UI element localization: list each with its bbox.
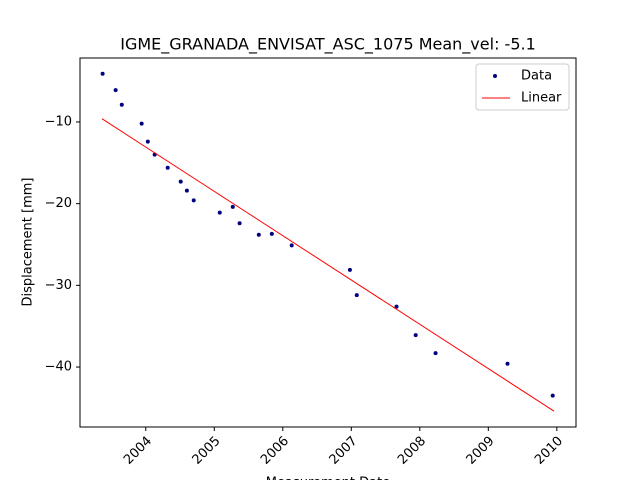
data-point [230, 204, 235, 209]
data-point [119, 102, 124, 107]
x-axis-label: Measurement Date [266, 476, 390, 480]
y-axis-label: Displacement [mm] [21, 178, 36, 307]
data-point [217, 210, 222, 215]
data-point [505, 361, 510, 366]
data-point [347, 267, 352, 272]
fit-line [101, 118, 555, 412]
y-tick-label: −40 [45, 360, 72, 375]
data-point [269, 231, 274, 236]
data-point [413, 333, 418, 338]
data-point [145, 139, 150, 144]
data-point [354, 293, 359, 298]
data-point [550, 393, 555, 398]
y-tick-label: −30 [45, 278, 72, 293]
data-point [191, 198, 196, 203]
y-tick-label: −20 [45, 196, 72, 211]
data-point [237, 221, 242, 226]
plot-frame [79, 57, 577, 428]
legend-label: Linear [521, 91, 562, 106]
y-tick-label: −10 [45, 114, 72, 129]
data-point [184, 188, 189, 193]
legend-marker [493, 74, 497, 78]
data-point [289, 243, 294, 248]
data-point [256, 232, 261, 237]
data-point [394, 304, 399, 309]
data-point [433, 351, 438, 356]
data-point [165, 165, 170, 170]
chart-title: IGME_GRANADA_ENVISAT_ASC_1075 Mean_vel: … [120, 35, 536, 55]
data-point [100, 71, 105, 76]
data-point [139, 121, 144, 126]
data-point [178, 179, 183, 184]
data-point [113, 88, 118, 93]
legend-label: Data [521, 69, 552, 84]
